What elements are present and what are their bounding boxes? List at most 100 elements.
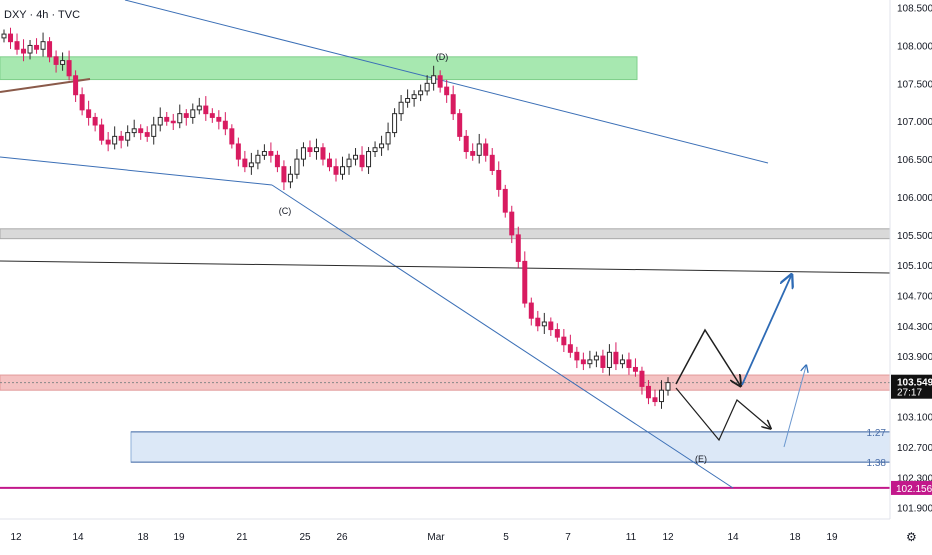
- candle[interactable]: [242, 150, 248, 173]
- candle[interactable]: [105, 131, 111, 152]
- candle[interactable]: [1, 29, 7, 43]
- candle[interactable]: [157, 107, 163, 132]
- trendline-c-to-e[interactable]: [271, 184, 734, 489]
- candle[interactable]: [112, 126, 118, 150]
- candle[interactable]: [652, 389, 658, 407]
- candle[interactable]: [183, 109, 189, 126]
- candle[interactable]: [229, 124, 235, 149]
- candle[interactable]: [431, 65, 437, 91]
- candle[interactable]: [476, 133, 482, 164]
- candle[interactable]: [645, 380, 651, 405]
- candle[interactable]: [47, 37, 53, 63]
- candle[interactable]: [639, 366, 645, 395]
- candle[interactable]: [21, 39, 27, 62]
- candle[interactable]: [8, 27, 14, 49]
- zone-target[interactable]: [130, 431, 891, 463]
- candle[interactable]: [574, 346, 580, 369]
- candle[interactable]: [437, 70, 443, 93]
- candle[interactable]: [73, 70, 79, 102]
- candle[interactable]: [541, 312, 547, 334]
- candle[interactable]: [554, 323, 560, 342]
- candle[interactable]: [209, 108, 215, 123]
- candle[interactable]: [561, 328, 567, 353]
- candle[interactable]: [470, 143, 476, 161]
- candle[interactable]: [593, 351, 599, 368]
- candle[interactable]: [379, 135, 385, 156]
- candle[interactable]: [450, 85, 456, 121]
- candle[interactable]: [248, 152, 254, 175]
- trendline-lower-channel[interactable]: [0, 156, 273, 186]
- candle[interactable]: [281, 160, 287, 191]
- zone-grey[interactable]: [0, 228, 891, 240]
- candle[interactable]: [489, 148, 495, 176]
- candle[interactable]: [294, 149, 300, 179]
- candle[interactable]: [385, 122, 391, 151]
- candle[interactable]: [144, 126, 150, 142]
- candle[interactable]: [60, 52, 66, 71]
- candle[interactable]: [340, 156, 346, 180]
- candle[interactable]: [125, 125, 131, 147]
- candle[interactable]: [235, 137, 241, 167]
- candle[interactable]: [418, 84, 424, 102]
- candle[interactable]: [118, 130, 124, 149]
- candle[interactable]: [398, 95, 404, 121]
- candle[interactable]: [392, 108, 398, 138]
- candle[interactable]: [190, 103, 196, 124]
- candle[interactable]: [632, 358, 638, 377]
- zone-resistance[interactable]: [0, 56, 638, 81]
- candle[interactable]: [287, 166, 293, 189]
- candle[interactable]: [411, 90, 417, 107]
- candle[interactable]: [535, 310, 541, 332]
- candle[interactable]: [300, 142, 306, 167]
- candle[interactable]: [372, 141, 378, 157]
- candle[interactable]: [424, 75, 430, 96]
- candle[interactable]: [613, 342, 619, 371]
- candle[interactable]: [548, 317, 554, 336]
- candle[interactable]: [151, 116, 157, 145]
- candle[interactable]: [320, 143, 326, 166]
- candle[interactable]: [567, 334, 573, 358]
- candle[interactable]: [27, 40, 33, 60]
- candle[interactable]: [131, 119, 137, 138]
- candle[interactable]: [66, 50, 72, 81]
- candle[interactable]: [268, 142, 274, 163]
- candle[interactable]: [483, 138, 489, 162]
- candle[interactable]: [457, 109, 463, 141]
- candle[interactable]: [261, 144, 267, 160]
- candle[interactable]: [307, 140, 313, 157]
- projection-path-blue-alt[interactable]: [783, 366, 806, 448]
- candle[interactable]: [326, 152, 332, 172]
- candle[interactable]: [99, 118, 105, 145]
- projection-path-blue-main[interactable]: [741, 276, 791, 386]
- horizontal-line-105[interactable]: [0, 260, 891, 274]
- candle[interactable]: [164, 111, 170, 126]
- projection-path-black-alt[interactable]: [675, 387, 770, 442]
- candle[interactable]: [222, 112, 228, 136]
- projection-path-black-main[interactable]: [675, 328, 740, 385]
- candle[interactable]: [580, 352, 586, 371]
- candle[interactable]: [353, 148, 359, 166]
- candle[interactable]: [333, 158, 339, 182]
- candle[interactable]: [274, 150, 280, 173]
- candle[interactable]: [522, 251, 528, 308]
- candle[interactable]: [496, 161, 502, 197]
- candle[interactable]: [606, 344, 612, 376]
- candle[interactable]: [92, 112, 98, 132]
- candle[interactable]: [138, 124, 144, 140]
- candle[interactable]: [509, 205, 515, 244]
- candle[interactable]: [366, 146, 372, 174]
- candle[interactable]: [346, 153, 352, 175]
- time-axis[interactable]: 12 14 18 19 21 25 26 Mar 5 7 11 12 14 18 19 ⚙: [0, 518, 917, 544]
- candle[interactable]: [53, 50, 59, 73]
- candle[interactable]: [79, 87, 85, 116]
- candle[interactable]: [626, 352, 632, 375]
- price-axis[interactable]: 108.500 108.000 107.500 107.000 106.500 106.0…: [889, 0, 932, 519]
- candle[interactable]: [34, 38, 40, 54]
- candle[interactable]: [619, 354, 625, 369]
- candle[interactable]: [515, 226, 521, 268]
- settings-gear-icon[interactable]: ⚙: [906, 530, 917, 544]
- candle[interactable]: [502, 184, 508, 218]
- candle[interactable]: [203, 96, 209, 121]
- candle[interactable]: [313, 138, 319, 160]
